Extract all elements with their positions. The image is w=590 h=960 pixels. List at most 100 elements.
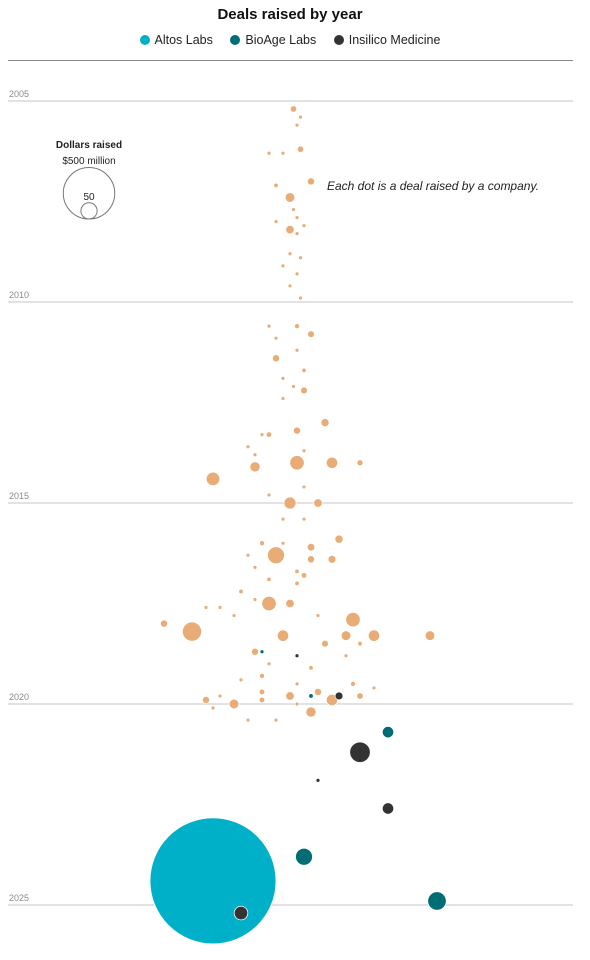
deal-dot-other-16	[298, 255, 303, 261]
legend-swatch-altos-labs	[139, 35, 150, 45]
top-rule	[8, 60, 573, 61]
deal-dot-other-67	[203, 605, 209, 610]
deal-dot-other-81	[343, 653, 349, 659]
deal-dot-bioage-labs-3	[295, 847, 313, 866]
deal-dot-other-62	[294, 580, 300, 587]
deal-dot-other-19	[287, 283, 293, 289]
deal-dot-other-24	[273, 335, 279, 341]
deal-dot-insilico-medicine-4	[381, 802, 395, 815]
deal-dot-other-42	[356, 459, 364, 467]
deal-dot-other-71	[345, 611, 361, 628]
legend-label-insilico-medicine: Insilico Medicine	[348, 33, 441, 47]
deal-dot-other-55	[267, 546, 285, 565]
deal-dot-other-69	[231, 613, 237, 618]
deal-dot-other-0	[289, 105, 298, 113]
deal-dot-other-84	[259, 672, 265, 679]
year-label-2015: 2015	[9, 491, 29, 501]
deal-dot-other-44	[301, 484, 307, 490]
deal-dot-other-57	[327, 554, 337, 564]
deal-dot-other-87	[217, 693, 223, 699]
deal-dot-other-48	[301, 516, 307, 522]
deal-dot-bioage-labs-0	[259, 649, 265, 655]
deal-dot-other-27	[301, 367, 307, 374]
deal-dot-other-82	[266, 661, 272, 667]
legend-label-bioage-labs: BioAge Labs	[245, 33, 317, 47]
deal-dot-other-3	[296, 145, 305, 153]
deal-dot-insilico-medicine-3	[315, 777, 321, 783]
deal-dot-other-25	[294, 347, 300, 353]
deal-dot-other-31	[280, 396, 286, 401]
deal-dot-other-58	[252, 564, 258, 570]
deal-dot-other-59	[294, 568, 300, 575]
deal-dot-other-18	[294, 271, 300, 277]
deal-dot-other-89	[285, 691, 295, 701]
deal-dot-other-83	[308, 665, 314, 671]
deal-dot-other-73	[181, 621, 203, 642]
deal-dot-other-8	[284, 192, 296, 203]
deal-dot-other-88	[258, 688, 266, 696]
deal-dot-other-93	[371, 685, 377, 691]
deal-dot-other-56	[306, 555, 316, 564]
legend-swatch-insilico-medicine	[333, 35, 344, 45]
deal-dot-other-34	[265, 431, 273, 438]
deal-dot-other-68	[217, 605, 223, 610]
deal-dot-other-46	[283, 496, 297, 510]
deal-dot-other-2	[294, 122, 300, 128]
deal-dot-other-39	[289, 455, 305, 471]
deal-dot-other-29	[291, 384, 296, 389]
deal-dot-other-23	[307, 330, 315, 339]
deal-dot-other-32	[320, 418, 330, 428]
deal-dot-other-61	[266, 576, 272, 583]
deal-dot-other-66	[285, 598, 295, 609]
deal-dot-other-28	[280, 375, 286, 381]
deal-dot-other-36	[245, 444, 251, 450]
deal-dot-other-101	[273, 717, 279, 723]
deal-dot-other-60	[300, 572, 308, 579]
deal-dot-other-30	[300, 386, 308, 395]
legend-swatch-bioage-labs	[230, 35, 241, 45]
deal-dot-other-17	[280, 263, 286, 269]
deal-dot-other-40	[249, 461, 261, 473]
deal-dot-other-5	[266, 150, 272, 156]
size-legend-small-label: 50	[83, 192, 95, 203]
deal-dot-other-22	[294, 323, 300, 330]
deal-dot-other-75	[340, 630, 352, 641]
deal-dot-other-53	[334, 534, 344, 544]
deal-dot-other-35	[259, 432, 265, 438]
year-label-2005: 2005	[9, 89, 29, 99]
deal-dot-other-98	[258, 696, 266, 704]
deal-dot-other-49	[280, 516, 286, 522]
deal-dot-other-45	[266, 492, 272, 498]
deal-dot-other-6	[273, 182, 279, 189]
deal-dot-insilico-medicine-1	[334, 691, 344, 701]
size-legend-small-circle	[80, 202, 98, 220]
bubbles	[149, 105, 447, 945]
deal-dot-other-96	[210, 705, 216, 711]
deal-dot-other-92	[350, 680, 356, 687]
deal-dot-other-74	[276, 629, 290, 642]
deal-dot-other-21	[266, 323, 272, 329]
deal-dot-other-90	[313, 687, 323, 696]
deal-dot-other-100	[305, 706, 317, 718]
deal-dot-other-78	[321, 639, 329, 648]
deal-dot-other-47	[313, 498, 323, 508]
deal-dot-bioage-labs-4	[427, 891, 447, 911]
deal-dot-other-63	[238, 588, 244, 595]
deal-dot-bioage-labs-2	[381, 725, 395, 739]
deal-dot-other-99	[294, 701, 300, 707]
deal-dot-insilico-medicine-0	[294, 653, 300, 659]
deal-dot-other-7	[306, 177, 316, 186]
deal-dot-other-77	[367, 629, 381, 642]
deal-dot-other-20	[298, 295, 303, 301]
deal-dot-other-13	[301, 223, 307, 229]
deal-dot-other-64	[252, 597, 258, 602]
deal-dot-bioage-labs-1	[308, 693, 314, 699]
deal-dot-other-14	[294, 231, 300, 237]
year-label-2020: 2020	[9, 692, 29, 702]
size-legend-title: Dollars raised	[56, 140, 122, 151]
deal-dot-other-41	[325, 456, 339, 469]
color-legend: Altos Labs BioAge Labs Insilico Medicine	[0, 33, 580, 47]
deal-dot-other-11	[273, 219, 279, 225]
deal-dot-other-37	[252, 452, 258, 458]
